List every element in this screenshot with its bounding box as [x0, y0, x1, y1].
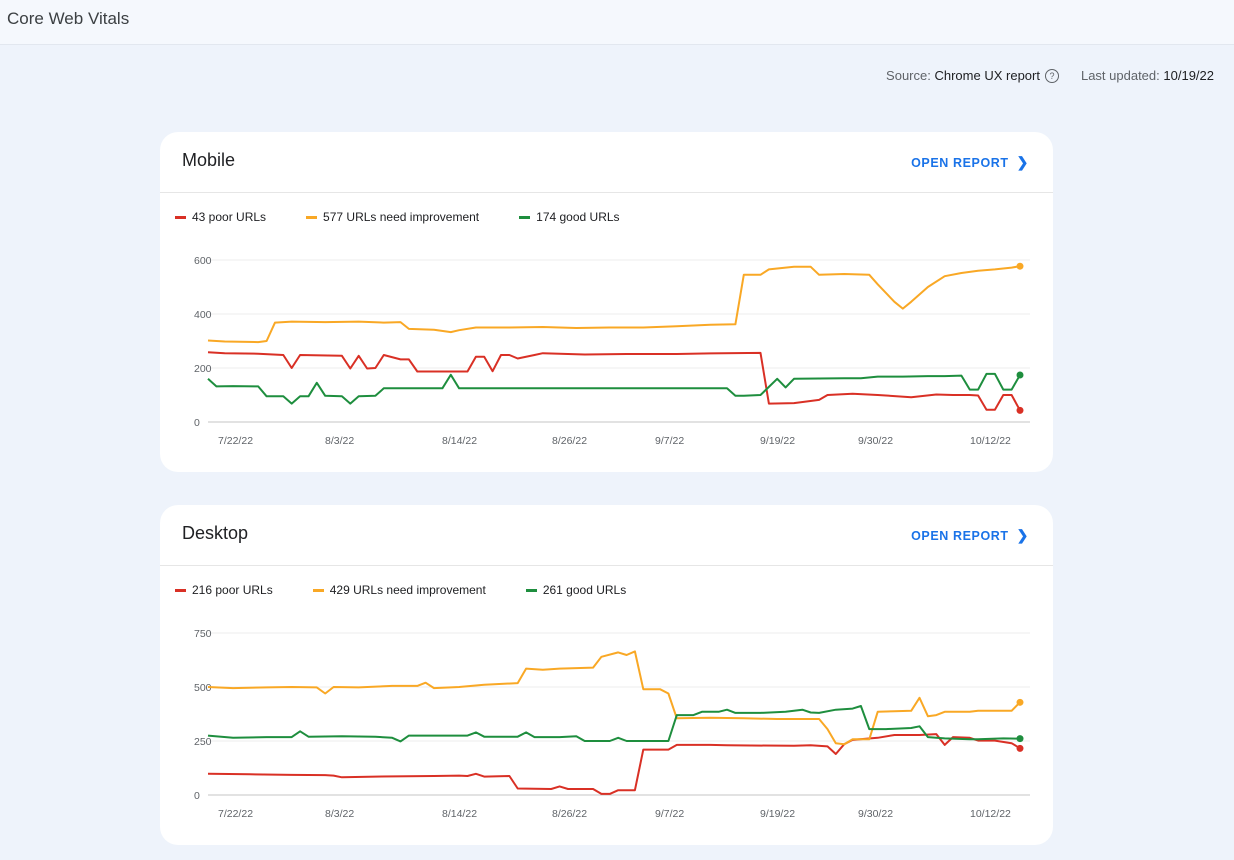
- desktop-card: Desktop OPEN REPORT ❯ 216 poor URLs 429 …: [160, 505, 1053, 845]
- top-bar: Core Web Vitals: [0, 0, 1234, 45]
- legend-label-improvement: 577 URLs need improvement: [323, 210, 480, 224]
- page-title: Core Web Vitals: [7, 9, 130, 28]
- open-report-button[interactable]: OPEN REPORT ❯: [911, 154, 1029, 171]
- open-report-label: OPEN REPORT: [911, 155, 1009, 170]
- legend-swatch-improvement: [312, 588, 324, 592]
- legend-swatch-improvement: [306, 215, 318, 219]
- chevron-right-icon: ❯: [1016, 154, 1029, 170]
- legend-item-improvement[interactable]: 429 URLs need improvement: [312, 583, 486, 597]
- series-line-good[interactable]: [207, 705, 1021, 743]
- y-tick-label: 200: [194, 363, 212, 375]
- chart-legend: 216 poor URLs 429 URLs need improvement …: [175, 583, 666, 597]
- x-tick-label: 9/30/22: [858, 808, 893, 820]
- x-tick-label: 8/3/22: [325, 808, 354, 820]
- x-tick-label: 9/7/22: [655, 808, 684, 820]
- y-tick-label: 250: [194, 736, 212, 748]
- desktop-line-chart: 0 250 500 750 7/22/22 8/3/22 8/14/22 8/26/22 9/7…: [194, 628, 1030, 820]
- y-tick-label: 500: [194, 682, 212, 694]
- x-tick-label: 8/26/22: [552, 435, 587, 447]
- y-tick-label: 400: [194, 309, 212, 321]
- legend-item-good[interactable]: 174 good URLs: [519, 210, 620, 224]
- series-line-improvement[interactable]: [207, 265, 1021, 344]
- x-tick-label: 9/7/22: [655, 435, 684, 447]
- legend-item-poor[interactable]: 43 poor URLs: [175, 210, 266, 224]
- source-label: Source:: [886, 68, 931, 83]
- x-tick-label: 8/14/22: [442, 808, 477, 820]
- x-tick-label: 9/19/22: [760, 808, 795, 820]
- legend-label-good: 174 good URLs: [536, 210, 620, 224]
- legend-swatch-good: [525, 588, 537, 592]
- legend-item-improvement[interactable]: 577 URLs need improvement: [306, 210, 479, 224]
- series-line-poor[interactable]: [207, 733, 1021, 795]
- x-tick-label: 10/12/22: [970, 435, 1011, 447]
- x-tick-label: 8/3/22: [325, 435, 354, 447]
- x-tick-label: 8/14/22: [442, 435, 477, 447]
- series-endpoint-improvement[interactable]: [1016, 262, 1024, 270]
- series-line-improvement[interactable]: [207, 650, 1021, 746]
- x-tick-label: 7/22/22: [218, 435, 253, 447]
- mobile-line-chart: 0 200 400 600 7/22/22 8/3/22 8/14/22 8/26/22 9/7…: [194, 255, 1030, 447]
- series-line-good[interactable]: [207, 372, 1021, 405]
- series-endpoint-good[interactable]: [1016, 735, 1024, 743]
- x-tick-label: 9/19/22: [760, 435, 795, 447]
- legend-item-good[interactable]: 261 good URLs: [525, 583, 627, 597]
- legend-swatch-poor: [175, 588, 186, 592]
- y-tick-label: 0: [194, 417, 200, 429]
- legend-swatch-poor: [175, 215, 186, 219]
- series-endpoint-improvement[interactable]: [1016, 698, 1024, 706]
- y-tick-label: 600: [194, 255, 212, 267]
- source-value: Chrome UX report: [934, 68, 1040, 83]
- card-header: Desktop OPEN REPORT ❯: [160, 505, 1053, 566]
- series-endpoint-good[interactable]: [1016, 371, 1024, 379]
- card-title: Mobile: [182, 150, 236, 170]
- mobile-card: Mobile OPEN REPORT ❯ 43 poor URLs 577 UR…: [160, 132, 1053, 472]
- chevron-right-icon: ❯: [1016, 527, 1029, 543]
- legend-item-poor[interactable]: 216 poor URLs: [175, 583, 273, 597]
- report-meta: Source: Chrome UX report ? Last updated:…: [886, 68, 1214, 83]
- x-tick-label: 8/26/22: [552, 808, 587, 820]
- chart-legend: 43 poor URLs 577 URLs need improvement 1…: [175, 210, 660, 224]
- open-report-button[interactable]: OPEN REPORT ❯: [911, 527, 1029, 544]
- updated-label: Last updated:: [1080, 68, 1160, 83]
- legend-label-improvement: 429 URLs need improvement: [329, 583, 486, 597]
- x-tick-label: 9/30/22: [858, 435, 893, 447]
- x-tick-label: 7/22/22: [218, 808, 253, 820]
- series-endpoint-poor[interactable]: [1016, 744, 1024, 752]
- card-title: Desktop: [182, 523, 249, 543]
- legend-label-poor: 43 poor URLs: [192, 210, 267, 224]
- open-report-label: OPEN REPORT: [911, 528, 1009, 543]
- updated-value: 10/19/22: [1163, 68, 1214, 83]
- legend-label-poor: 216 poor URLs: [192, 583, 273, 597]
- legend-swatch-good: [519, 215, 531, 219]
- y-tick-label: 0: [194, 790, 200, 802]
- x-tick-label: 10/12/22: [970, 808, 1011, 820]
- y-tick-label: 750: [194, 628, 212, 640]
- help-circle-icon[interactable]: ?: [1044, 68, 1059, 83]
- series-endpoint-poor[interactable]: [1016, 406, 1024, 414]
- legend-label-good: 261 good URLs: [542, 583, 627, 597]
- series-line-poor[interactable]: [207, 351, 1021, 411]
- card-header: Mobile OPEN REPORT ❯: [160, 132, 1053, 193]
